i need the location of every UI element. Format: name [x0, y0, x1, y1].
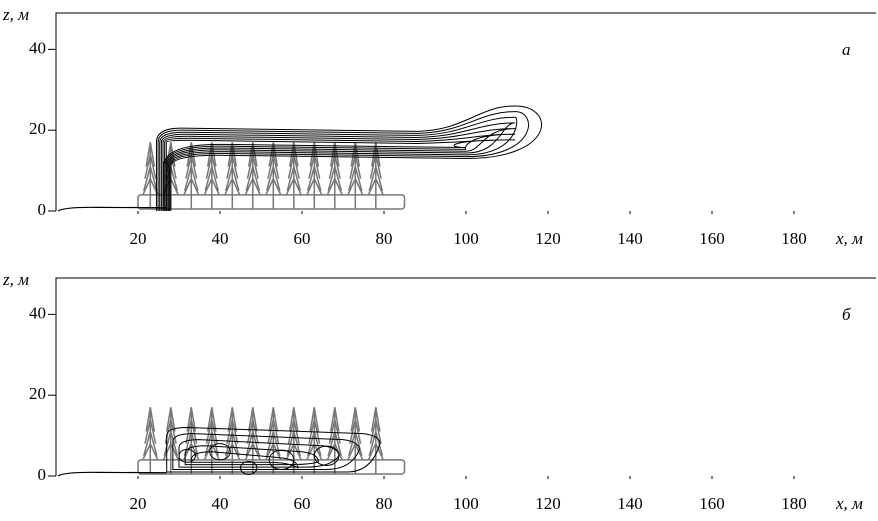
inflow	[57, 471, 167, 477]
x-tick-label: 140	[617, 494, 643, 513]
x-tick-label: 160	[699, 229, 725, 248]
tree	[203, 407, 220, 474]
tree	[347, 142, 364, 209]
x-tick-label: 180	[781, 494, 807, 513]
contour-line	[178, 448, 196, 463]
contour-line	[313, 445, 340, 466]
tree	[326, 407, 343, 474]
forest-base	[137, 459, 406, 475]
contour-line	[164, 133, 516, 211]
axis-frame	[55, 12, 876, 211]
forest	[137, 407, 406, 475]
tree	[367, 407, 384, 474]
contour-line	[162, 128, 516, 211]
x-tick-label: 120	[535, 494, 561, 513]
x-axis-label: x, м	[835, 229, 863, 248]
tree	[347, 407, 364, 474]
tree	[244, 142, 261, 209]
y-tick-label: 20	[29, 384, 46, 403]
x-tick-label: 80	[376, 494, 393, 513]
contour-line	[268, 449, 295, 471]
tree	[203, 142, 220, 209]
x-tick-label: 60	[294, 229, 311, 248]
contours	[155, 105, 542, 211]
x-tick-label: 160	[699, 494, 725, 513]
tree	[224, 142, 241, 209]
y-axis-label: z, м	[2, 5, 29, 24]
x-tick-label: 60	[294, 494, 311, 513]
contours	[166, 427, 381, 475]
y-tick-label: 0	[38, 200, 47, 219]
x-tick-label: 40	[212, 229, 229, 248]
x-tick-label: 140	[617, 229, 643, 248]
forest-base	[137, 194, 406, 210]
y-axis-label: z, м	[2, 270, 29, 289]
tree	[142, 407, 159, 474]
y-tick-label: 40	[29, 38, 46, 57]
panel-label: а	[842, 40, 851, 59]
x-tick-label: 120	[535, 229, 561, 248]
x-tick-label: 100	[453, 229, 479, 248]
contour-line	[162, 139, 516, 211]
contour-line	[166, 427, 381, 473]
x-tick-label: 20	[130, 494, 147, 513]
x-tick-label: 40	[212, 494, 229, 513]
tree	[142, 142, 159, 209]
y-tick-label: 40	[29, 303, 46, 322]
y-tick-label: 0	[38, 465, 47, 484]
x-axis-label: x, м	[835, 494, 863, 513]
y-tick-label: 20	[29, 119, 46, 138]
tree	[265, 407, 282, 474]
contour-line	[172, 433, 360, 471]
tree	[367, 142, 384, 209]
tree	[183, 407, 200, 474]
inflow	[57, 206, 167, 212]
tree	[224, 407, 241, 474]
axis-frame	[55, 277, 876, 476]
contour-line	[184, 445, 319, 466]
tree	[244, 407, 261, 474]
tree	[183, 142, 200, 209]
tree	[326, 142, 343, 209]
x-tick-label: 180	[781, 229, 807, 248]
x-tick-label: 100	[453, 494, 479, 513]
x-tick-label: 80	[376, 229, 393, 248]
contour-line	[209, 443, 231, 461]
contour-line	[157, 111, 529, 211]
contour-line	[240, 460, 258, 475]
panel-label: б	[842, 305, 851, 324]
contour-line	[155, 105, 542, 211]
contour-line	[160, 122, 516, 211]
x-tick-label: 20	[130, 229, 147, 248]
contour-line	[159, 116, 518, 211]
tree	[162, 407, 179, 474]
